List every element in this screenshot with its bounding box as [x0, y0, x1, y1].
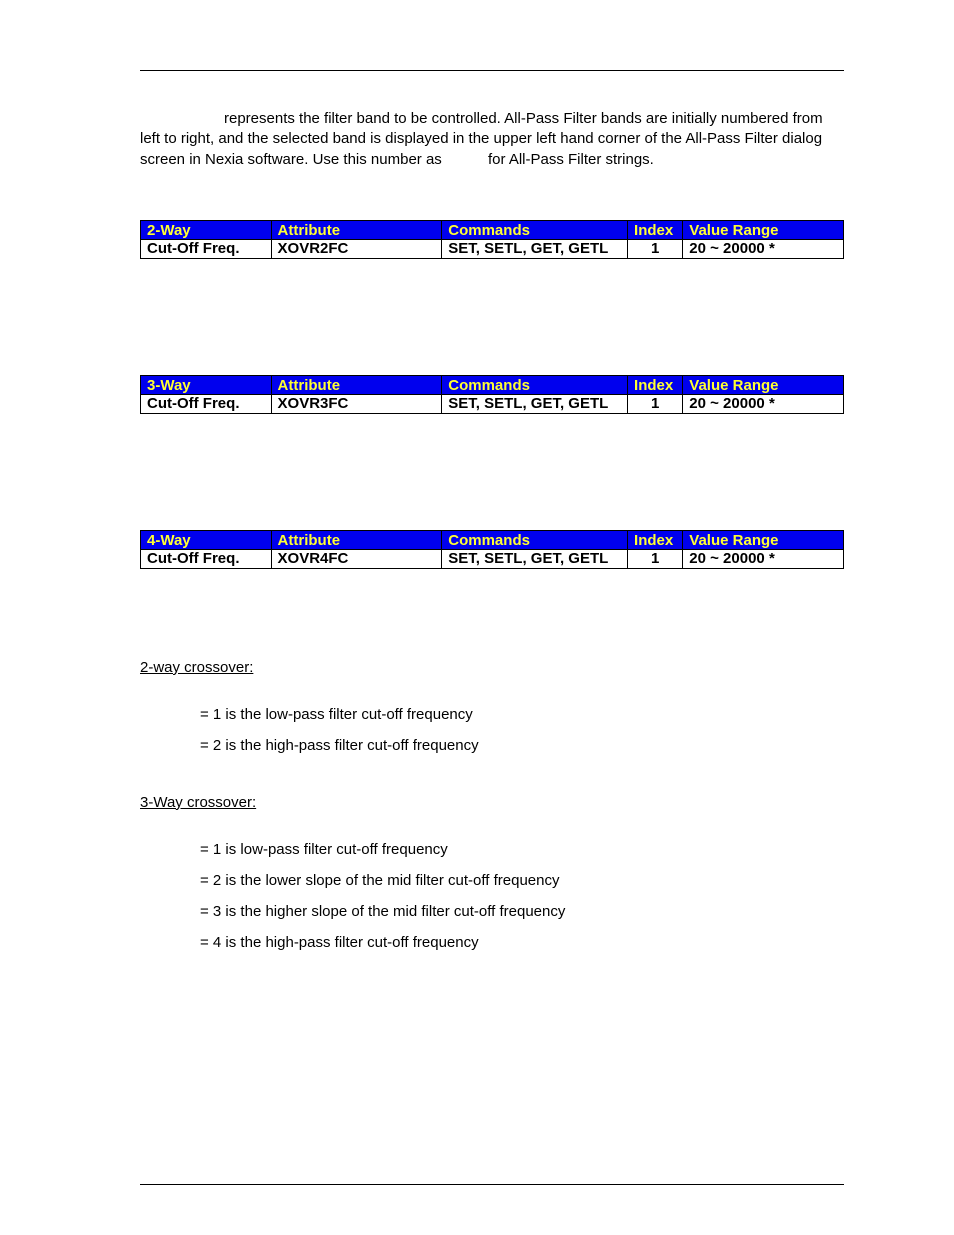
cell-param: Cut-Off Freq. [141, 549, 272, 568]
cell-param: Cut-Off Freq. [141, 239, 272, 258]
table-row: Cut-Off Freq. XOVR3FC SET, SETL, GET, GE… [141, 394, 844, 413]
top-rule [140, 70, 844, 71]
intro-text-2: for All-Pass Filter strings. [488, 151, 654, 168]
two-way-list: = 1 is the low-pass filter cut-off frequ… [200, 706, 844, 754]
four-way-table: 4-Way Attribute Commands Index Value Ran… [140, 530, 844, 569]
col-3way: 3-Way [141, 375, 272, 394]
cell-index: 1 [628, 239, 683, 258]
col-range: Value Range [683, 375, 844, 394]
col-cmds: Commands [442, 530, 628, 549]
list-item: = 2 is the lower slope of the mid filter… [200, 872, 844, 889]
list-item: = 3 is the higher slope of the mid filte… [200, 903, 844, 920]
cell-range: 20 ~ 20000 * [683, 549, 844, 568]
cell-attr: XOVR4FC [271, 549, 442, 568]
table-header-row: 4-Way Attribute Commands Index Value Ran… [141, 530, 844, 549]
three-way-list: = 1 is low-pass filter cut-off frequency… [200, 841, 844, 951]
col-4way: 4-Way [141, 530, 272, 549]
bottom-rule [140, 1184, 844, 1185]
table-row: Cut-Off Freq. XOVR4FC SET, SETL, GET, GE… [141, 549, 844, 568]
list-item: = 1 is the low-pass filter cut-off frequ… [200, 706, 844, 723]
cell-range: 20 ~ 20000 * [683, 394, 844, 413]
two-way-heading: 2-way crossover: [140, 659, 844, 676]
cell-cmds: SET, SETL, GET, GETL [442, 239, 628, 258]
list-item: = 2 is the high-pass filter cut-off freq… [200, 737, 844, 754]
list-item: = 4 is the high-pass filter cut-off freq… [200, 934, 844, 951]
col-attr: Attribute [271, 220, 442, 239]
cell-param: Cut-Off Freq. [141, 394, 272, 413]
cell-cmds: SET, SETL, GET, GETL [442, 549, 628, 568]
two-way-table: 2-Way Attribute Commands Index Value Ran… [140, 220, 844, 259]
cell-cmds: SET, SETL, GET, GETL [442, 394, 628, 413]
col-cmds: Commands [442, 220, 628, 239]
col-range: Value Range [683, 220, 844, 239]
cell-attr: XOVR2FC [271, 239, 442, 258]
col-attr: Attribute [271, 530, 442, 549]
table-row: Cut-Off Freq. XOVR2FC SET, SETL, GET, GE… [141, 239, 844, 258]
three-way-table: 3-Way Attribute Commands Index Value Ran… [140, 375, 844, 414]
col-index: Index [628, 220, 683, 239]
intro-paragraph: represents the filter band to be control… [140, 109, 844, 170]
three-way-heading: 3-Way crossover: [140, 794, 844, 811]
table-header-row: 3-Way Attribute Commands Index Value Ran… [141, 375, 844, 394]
list-item: = 1 is low-pass filter cut-off frequency [200, 841, 844, 858]
table-header-row: 2-Way Attribute Commands Index Value Ran… [141, 220, 844, 239]
cell-index: 1 [628, 549, 683, 568]
cell-index: 1 [628, 394, 683, 413]
col-2way: 2-Way [141, 220, 272, 239]
col-attr: Attribute [271, 375, 442, 394]
cell-range: 20 ~ 20000 * [683, 239, 844, 258]
cell-attr: XOVR3FC [271, 394, 442, 413]
col-cmds: Commands [442, 375, 628, 394]
col-index: Index [628, 530, 683, 549]
col-index: Index [628, 375, 683, 394]
intro-text-1: represents the filter band to be control… [140, 110, 823, 168]
col-range: Value Range [683, 530, 844, 549]
